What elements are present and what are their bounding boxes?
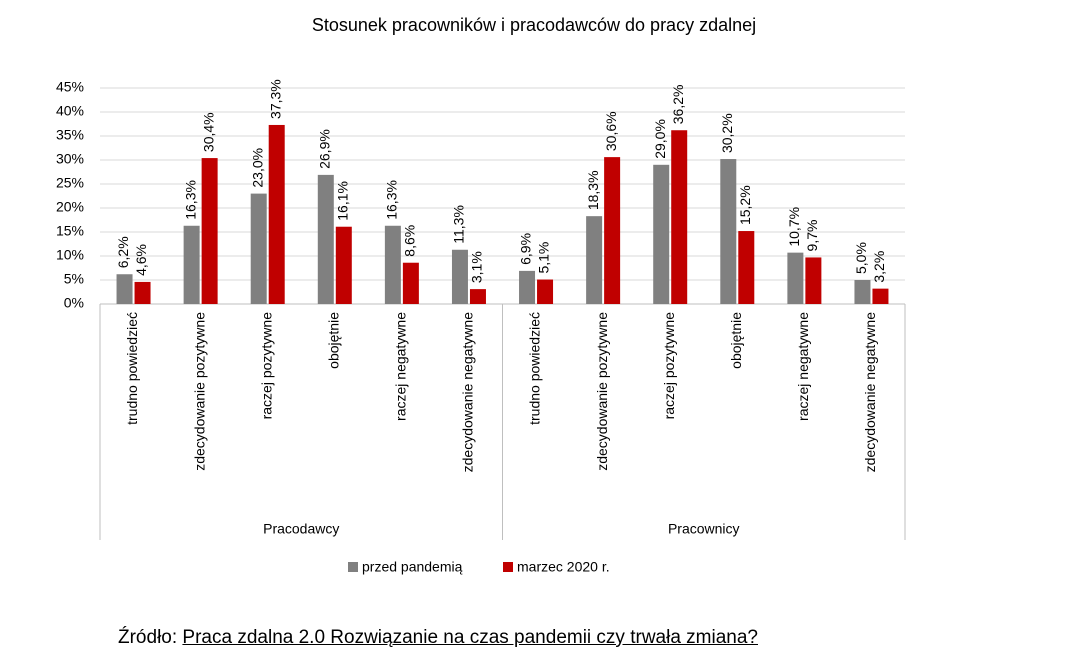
value-label: 8,6% [402, 225, 418, 257]
bar [384, 225, 401, 304]
value-label: 16,3% [384, 180, 400, 220]
value-label: 10,7% [786, 207, 802, 247]
x-tick-label: obojętnie [728, 312, 744, 369]
legend-swatch [348, 562, 358, 572]
legend-swatch [503, 562, 513, 572]
x-tick-label: zdecydowanie pozytywne [594, 312, 610, 471]
y-tick-label: 25% [56, 175, 84, 191]
value-label: 5,1% [536, 242, 552, 274]
bar [787, 252, 804, 304]
value-label: 23,0% [249, 148, 265, 188]
bar [738, 231, 755, 304]
chart: Stosunek pracowników i pracodawców do pr… [56, 15, 906, 575]
value-label: 37,3% [267, 79, 283, 119]
value-label: 30,6% [603, 111, 619, 151]
bar [519, 270, 536, 304]
x-tick-label: raczej pozytywne [661, 312, 677, 420]
x-tick-label: trudno powiedzieć [527, 312, 543, 425]
source: Źródło: Praca zdalna 2.0 Rozwiązanie na … [118, 627, 758, 649]
value-label: 29,0% [652, 119, 668, 159]
value-label: 15,2% [737, 185, 753, 225]
bar [250, 193, 267, 304]
bar [402, 262, 419, 304]
value-label: 26,9% [316, 129, 332, 169]
value-label: 3,2% [871, 251, 887, 283]
value-label: 36,2% [670, 85, 686, 125]
bar [317, 174, 334, 304]
bar [604, 157, 621, 304]
bar [116, 274, 133, 304]
group-label: Pracodawcy [263, 521, 339, 537]
x-tick-label: zdecydowanie pozytywne [191, 312, 207, 471]
value-label: 3,1% [469, 251, 485, 283]
x-tick-label: raczej negatywne [393, 312, 409, 421]
bar [537, 279, 554, 304]
x-tick-label: zdecydowanie negatywne [460, 312, 476, 473]
y-tick-label: 30% [56, 151, 84, 167]
value-label: 4,6% [133, 244, 149, 276]
bar [335, 226, 352, 304]
bar [653, 164, 670, 304]
value-label: 18,3% [585, 170, 601, 210]
bar [671, 130, 688, 304]
bar [586, 216, 603, 304]
value-label: 6,2% [115, 236, 131, 268]
x-tick-label: zdecydowanie negatywne [862, 312, 878, 473]
value-label: 16,3% [182, 180, 198, 220]
y-tick-label: 20% [56, 199, 84, 215]
value-label: 6,9% [518, 233, 534, 265]
y-tick-label: 0% [64, 295, 84, 311]
bar [720, 159, 737, 304]
bar [469, 289, 486, 304]
source-link[interactable]: Praca zdalna 2.0 Rozwiązanie na czas pan… [182, 627, 758, 648]
bar [451, 249, 468, 304]
y-tick-label: 5% [64, 271, 84, 287]
x-tick-label: obojętnie [325, 312, 341, 369]
bar [805, 257, 822, 304]
bar [201, 158, 218, 304]
legend-label: marzec 2020 r. [517, 559, 610, 575]
x-tick-label: raczej pozytywne [258, 312, 274, 420]
value-label: 11,3% [451, 205, 467, 244]
group-label: Pracownicy [668, 521, 740, 537]
bar [183, 225, 200, 304]
legend-label: przed pandemią [362, 559, 463, 575]
value-label: 5,0% [853, 242, 869, 274]
source-prefix: Źródło: [118, 627, 178, 648]
y-tick-label: 15% [56, 223, 84, 239]
value-label: 16,1% [334, 181, 350, 221]
bar [268, 124, 285, 305]
x-tick-label: raczej negatywne [795, 312, 811, 421]
y-tick-label: 45% [56, 79, 84, 95]
bar [854, 280, 871, 304]
x-tick-label: trudno powiedzieć [124, 312, 140, 425]
value-label: 30,2% [719, 113, 735, 153]
value-label: 30,4% [200, 112, 216, 152]
bar [872, 288, 889, 304]
bar [134, 281, 151, 304]
y-tick-label: 35% [56, 127, 84, 143]
y-tick-label: 40% [56, 103, 84, 119]
chart-title: Stosunek pracowników i pracodawców do pr… [312, 15, 756, 35]
y-tick-label: 10% [56, 247, 84, 263]
value-label: 9,7% [804, 220, 820, 252]
